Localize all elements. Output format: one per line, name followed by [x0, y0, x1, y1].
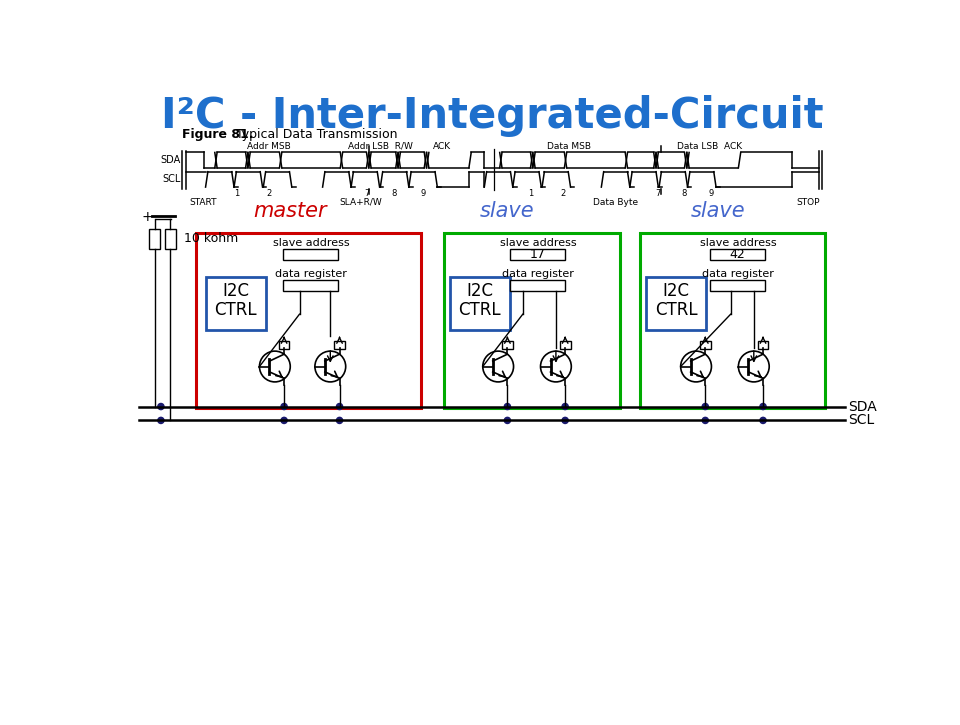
Text: +: + [142, 210, 154, 224]
Text: 17: 17 [530, 248, 545, 261]
Text: data register: data register [276, 269, 347, 278]
Text: START: START [189, 198, 217, 207]
Text: SLA+R/W: SLA+R/W [340, 198, 382, 207]
Text: data register: data register [502, 269, 574, 278]
Text: 8: 8 [682, 189, 687, 199]
Text: CTRL: CTRL [458, 301, 501, 318]
Circle shape [702, 404, 708, 410]
Text: SDA: SDA [160, 155, 180, 165]
Circle shape [281, 418, 287, 423]
Bar [334, 341, 345, 349]
Text: 1: 1 [528, 189, 533, 199]
Bar [196, 233, 421, 408]
Text: SDA: SDA [848, 399, 876, 413]
Text: 42: 42 [730, 248, 746, 261]
Text: Data Byte: Data Byte [592, 198, 637, 207]
Text: slave: slave [690, 201, 745, 221]
Text: slave address: slave address [700, 238, 777, 248]
Bar [510, 249, 565, 260]
Circle shape [562, 418, 568, 423]
Text: 2: 2 [266, 189, 272, 199]
Bar [510, 280, 565, 291]
Text: data register: data register [703, 269, 775, 278]
Text: slave address: slave address [500, 238, 577, 248]
Text: I2C: I2C [467, 282, 493, 300]
Text: 10 kohm: 10 kohm [184, 232, 238, 245]
Circle shape [760, 418, 766, 423]
Bar [150, 228, 160, 249]
Bar [165, 228, 176, 249]
Bar [709, 249, 765, 260]
Bar [278, 341, 290, 349]
Text: Addr LSB  R/W: Addr LSB R/W [348, 142, 413, 151]
Text: 7: 7 [655, 189, 660, 199]
Bar [282, 280, 338, 291]
Text: I2C: I2C [222, 282, 249, 300]
Text: ACK: ACK [433, 142, 451, 151]
Bar [646, 277, 706, 330]
Circle shape [336, 404, 343, 410]
Circle shape [702, 418, 708, 423]
Circle shape [504, 418, 511, 423]
Text: 7: 7 [365, 189, 370, 199]
Circle shape [760, 404, 766, 410]
Text: 8: 8 [392, 189, 396, 199]
Text: slave address: slave address [273, 238, 349, 248]
Text: 9: 9 [420, 189, 425, 199]
Text: CTRL: CTRL [214, 301, 257, 318]
Bar [444, 233, 620, 408]
Text: 9: 9 [708, 189, 714, 199]
Bar [709, 280, 765, 291]
Text: Addr MSB: Addr MSB [247, 142, 291, 151]
Bar [560, 341, 570, 349]
Text: STOP: STOP [796, 198, 820, 207]
Bar [639, 233, 825, 408]
Circle shape [504, 404, 511, 410]
Bar [757, 341, 768, 349]
Text: CTRL: CTRL [655, 301, 697, 318]
Text: master: master [253, 201, 327, 221]
Bar [205, 277, 266, 330]
Text: Figure 81.: Figure 81. [182, 128, 254, 141]
Bar [700, 341, 710, 349]
Bar [502, 341, 513, 349]
Text: 1: 1 [233, 189, 239, 199]
Circle shape [562, 404, 568, 410]
Text: I2C: I2C [662, 282, 689, 300]
Circle shape [157, 418, 164, 423]
Text: Data LSB  ACK: Data LSB ACK [677, 142, 742, 151]
Circle shape [336, 418, 343, 423]
Bar [449, 277, 510, 330]
Circle shape [281, 404, 287, 410]
Text: I²C - Inter-Integrated-Circuit: I²C - Inter-Integrated-Circuit [160, 95, 824, 137]
Bar [282, 249, 338, 260]
Text: Typical Data Transmission: Typical Data Transmission [236, 128, 397, 141]
Text: Data MSB: Data MSB [547, 142, 591, 151]
Text: slave: slave [480, 201, 535, 221]
Circle shape [157, 404, 164, 410]
Text: SCL: SCL [848, 413, 874, 428]
Text: 2: 2 [561, 189, 565, 199]
Text: SCL: SCL [162, 175, 180, 184]
